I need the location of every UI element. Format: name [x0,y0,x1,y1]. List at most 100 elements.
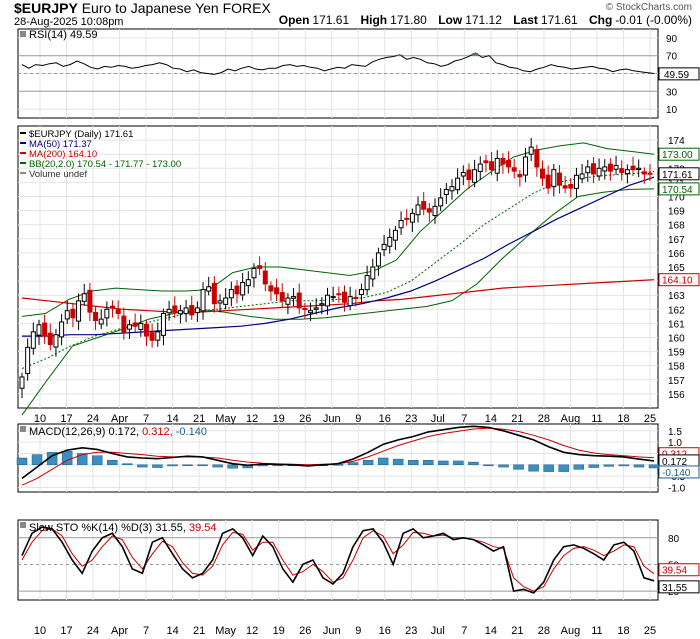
candle-body [556,172,562,186]
macd-histogram-bar [182,464,193,467]
macd-title-value: 0.312, [142,426,176,438]
candle-body [36,324,42,336]
x-tick-label-sto: 19 [273,625,285,637]
candle-body [126,324,132,330]
candle-body [602,166,608,172]
macd-histogram-bar [423,460,434,466]
candle-body [81,293,87,302]
price-y-tick: 165 [668,263,685,274]
sto-title-value: 31.55, [155,522,189,534]
x-tick-label-sto: 21 [193,625,205,637]
price-y-tick: 158 [668,362,685,373]
ma200-line [21,279,655,313]
x-tick-label-sto: 9 [355,625,361,637]
candle-body [523,156,529,176]
x-tick-label-sto: 26 [299,625,311,637]
macd-y-tick: 1.0 [668,438,682,449]
rsi-y-tick: 10 [666,105,678,116]
macd-histogram-bar [76,453,88,466]
candle-body [630,165,636,171]
x-tick-label-price: 24 [87,413,99,425]
x-tick-label-price: 14 [166,413,178,425]
candle-body [132,322,138,327]
x-tick-label-sto: 25 [644,625,656,637]
candle-body [494,157,500,174]
symbol: $EURJPY [14,0,78,16]
price-y-tick: 163 [668,291,685,302]
candle-body [302,308,308,311]
candle-body [160,313,166,336]
price-legend-entry: MA(200) 164.10 [29,149,97,160]
macd-histogram-bar [107,460,118,466]
price-tag-box [658,167,700,181]
candle-body [268,285,274,292]
x-tick-label-sto: 21 [511,625,523,637]
price-y-tick: 161 [668,319,685,330]
candle-body [262,270,268,285]
candle-body [189,305,195,316]
price-tag-ma200: 164.10 [662,276,693,287]
candle-body [42,322,48,337]
candle-body [511,167,517,172]
macd-histogram-bar [91,455,103,466]
candle-body [25,346,31,374]
price-legend-entry: Volume undef [29,169,87,180]
price-y-tick: 174 [668,136,685,147]
candle-body [177,310,183,315]
x-tick-label-sto: 11 [591,625,602,637]
rsi-legend-swatch [20,31,26,37]
x-tick-label-price: 14 [485,413,497,425]
chg-label: Chg [588,13,613,27]
x-tick-label-price: 21 [511,413,523,425]
price-y-tick: 170 [668,193,685,204]
x-tick-label-sto: 23 [405,625,417,637]
macd-histogram-bar [483,464,494,467]
x-tick-label-sto: 28 [538,625,550,637]
candle-body [223,297,229,305]
rsi-y-tick: 70 [666,52,678,63]
candle-body [183,307,189,315]
price-tag-box [658,182,700,196]
candle-body [636,167,642,171]
x-tick-label-sto: Aug [561,625,581,637]
candle-body [319,303,325,306]
price-y-tick: 157 [668,376,685,387]
rsi-overbought-fill [396,54,403,56]
macd-histogram-bar [468,461,479,466]
x-tick-label-price: 12 [246,413,258,425]
x-tick-label-price: Jun [323,413,341,425]
ma50-line [22,176,655,337]
x-tick-label-price: 9 [355,413,361,425]
x-tick-label-sto: Jul [431,625,445,637]
high-value: 171.80 [390,13,427,27]
candle-body [619,168,625,174]
sto-value-tag [658,580,700,594]
candle-body [562,185,568,189]
symbol-title: $EURJPY Euro to Japanese Yen FOREX [14,0,271,16]
candle-body [64,310,70,320]
x-tick-label-sto: 12 [246,625,258,637]
x-tick-label-price: 23 [405,413,417,425]
macd-histogram-bar [528,464,539,472]
price-y-tick: 159 [668,348,685,359]
x-tick-label-sto: 16 [379,625,391,637]
macd-histogram-bar [167,464,178,467]
x-tick-label-price: 16 [379,413,391,425]
candle-body [336,293,342,296]
low-value: 171.12 [465,13,502,27]
candle-body [545,174,551,189]
candle-body [460,172,466,177]
candle-body [93,312,99,322]
x-tick-label-price: 28 [538,413,550,425]
candle-body [228,289,234,299]
price-y-tick: 167 [668,235,685,246]
ohlc-bar: Open 171.61 High 171.80 Low 171.12 Last 171.… [271,13,692,27]
macd-histogram-bar [212,464,223,468]
macd-histogram-bar [407,460,419,466]
candle-body [347,296,353,307]
price-y-tick: 166 [668,249,685,260]
candle-body [155,331,161,341]
macd-histogram-bar [648,464,660,469]
macd-histogram-bar [558,464,569,472]
